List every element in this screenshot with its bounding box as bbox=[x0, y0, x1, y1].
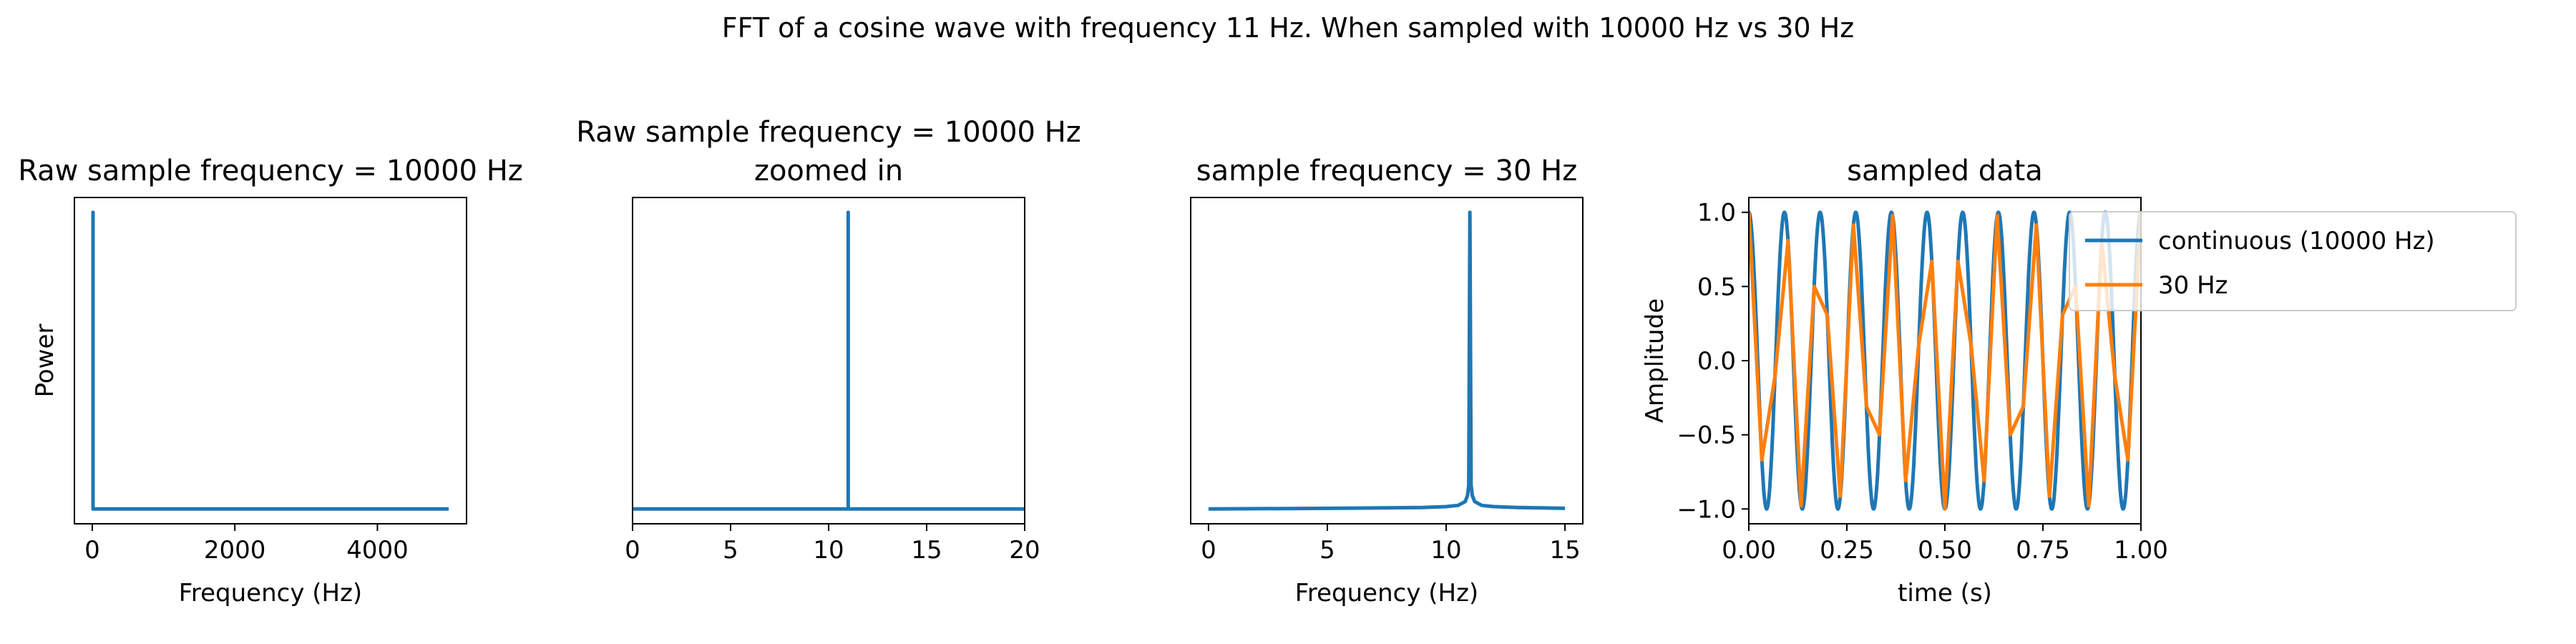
x-axis-label: Frequency (Hz) bbox=[179, 579, 362, 608]
figure-suptitle: FFT of a cosine wave with frequency 11 H… bbox=[722, 12, 1854, 44]
x-tick-label: 20 bbox=[1009, 536, 1040, 565]
y-tick-label: 0.0 bbox=[1697, 347, 1736, 376]
plot-frame bbox=[74, 197, 467, 525]
y-tick-label: 0.5 bbox=[1697, 273, 1736, 301]
legend-label: 30 Hz bbox=[2158, 271, 2228, 300]
subplot-1: 0 2000 4000 Raw sample frequency = 10000 Hz… bbox=[18, 155, 523, 608]
x-tick-label: 0.25 bbox=[1820, 536, 1874, 565]
x-tick-label: 5 bbox=[723, 536, 738, 565]
subplot-2: 0 5 10 15 20 Raw sample frequency = 10000 Hz z… bbox=[576, 116, 1081, 565]
x-axis-label: time (s) bbox=[1898, 579, 1992, 608]
subplot-4: 0.00 0.25 0.50 0.75 1.00 −1.0 −0.5 0.0 0.5 1.0 sam… bbox=[1641, 155, 2517, 608]
series-line bbox=[1208, 210, 1566, 511]
x-tick-label: 0.00 bbox=[1722, 536, 1776, 565]
x-tick-label: 10 bbox=[813, 536, 844, 565]
y-tick-label: 1.0 bbox=[1697, 199, 1736, 228]
series-line bbox=[91, 210, 449, 511]
subplot-3: 0 5 10 15 sample frequency = 30 Hz Frequency … bbox=[1190, 155, 1584, 608]
x-axis-label: Frequency (Hz) bbox=[1295, 579, 1478, 608]
x-tick-label: 15 bbox=[1549, 536, 1580, 565]
plot-frame bbox=[1190, 197, 1584, 525]
subplot-title: sampled data bbox=[1847, 155, 2043, 187]
series-line bbox=[633, 210, 1025, 511]
subplot-title: Raw sample frequency = 10000 Hz bbox=[18, 155, 523, 187]
y-axis-label: Power bbox=[31, 324, 59, 398]
x-tick-label: 0 bbox=[625, 536, 640, 565]
subplot-title: sample frequency = 30 Hz bbox=[1196, 155, 1577, 187]
y-axis-label: Amplitude bbox=[1641, 298, 1669, 423]
plot-frame bbox=[632, 197, 1025, 525]
x-tick-label: 2000 bbox=[204, 536, 266, 565]
legend-label: continuous (10000 Hz) bbox=[2158, 227, 2435, 255]
x-tick-label: 0.75 bbox=[2016, 536, 2070, 565]
y-tick-label: −1.0 bbox=[1677, 495, 1736, 524]
subplot-title: zoomed in bbox=[754, 155, 903, 187]
x-tick-label: 10 bbox=[1430, 536, 1461, 565]
chart-legend: continuous (10000 Hz) 30 Hz bbox=[2069, 211, 2517, 311]
x-tick-label: 5 bbox=[1319, 536, 1335, 565]
subplot-title: Raw sample frequency = 10000 Hz bbox=[576, 116, 1081, 149]
y-tick-label: −0.5 bbox=[1677, 421, 1736, 450]
legend-box bbox=[2069, 211, 2517, 311]
x-tick-label: 0.50 bbox=[1918, 536, 1972, 565]
x-tick-label: 15 bbox=[911, 536, 942, 565]
x-tick-label: 1.00 bbox=[2114, 536, 2168, 565]
x-tick-label: 4000 bbox=[346, 536, 409, 565]
x-tick-label: 0 bbox=[1201, 536, 1216, 565]
x-tick-label: 0 bbox=[84, 536, 100, 565]
